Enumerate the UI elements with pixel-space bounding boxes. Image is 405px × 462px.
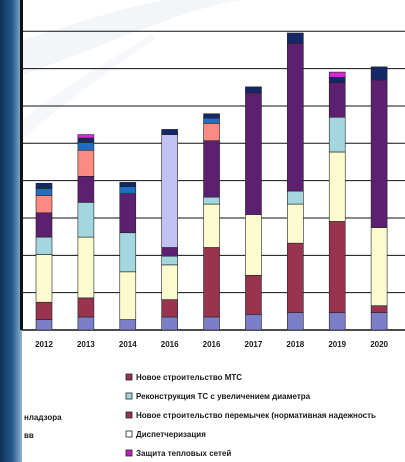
bar-segment-s2-4	[203, 247, 220, 318]
slide-edge-decoration	[0, 0, 22, 462]
legend-swatch-2	[125, 411, 133, 419]
legend-swatch-4	[125, 449, 133, 457]
bar-segment-s3-5	[245, 214, 262, 276]
bar-segment-s4-3	[161, 255, 178, 266]
bar-segment-s2-6	[287, 242, 304, 313]
bar-segment-s3-2	[119, 271, 137, 320]
x-tick-label-6: 2018	[286, 340, 304, 349]
y-axis-line	[20, 0, 23, 330]
bar-segment-s4-2	[119, 232, 137, 273]
bar-segment-s3-1	[77, 236, 95, 299]
x-tick-label-2: 2014	[119, 340, 137, 349]
bar-segment-s1-3	[161, 316, 178, 331]
bar-segment-s4-0	[35, 236, 53, 255]
bar-segment-s7-1	[77, 142, 95, 151]
bar-segment-s9-8	[370, 66, 388, 81]
legend-swatch-3	[125, 430, 133, 438]
bar-segment-s5-2	[119, 193, 137, 234]
bar-segment-s8-3	[161, 134, 178, 248]
bar-segment-s2-0	[35, 301, 53, 320]
bar-segment-s9-0	[35, 182, 53, 189]
legend-swatch-0	[125, 373, 133, 381]
bar-segment-s5-5	[245, 92, 262, 215]
bar-segment-s2-1	[77, 297, 95, 318]
bar-segment-s9-5	[245, 86, 262, 94]
bar-segment-s1-7	[328, 312, 346, 331]
bar-segment-s10-7	[328, 71, 346, 78]
bar-segment-s7-2	[119, 186, 137, 194]
bar-segment-s4-7	[328, 116, 346, 153]
bar-segment-s3-4	[203, 203, 220, 248]
bar-segment-s6-1	[77, 149, 95, 177]
legend-label-0: Новое строительство МТС	[136, 373, 242, 382]
x-tick-label-4: 2016	[203, 340, 221, 349]
plot-area: 2012 2013 2014 2016 2016 2017 2018 2019 2020	[20, 0, 405, 349]
bar-segment-s3-6	[287, 203, 304, 244]
bar-segment-s2-7	[328, 221, 346, 313]
bar-segment-s5-3	[161, 247, 178, 257]
bar-segment-s4-1	[77, 202, 95, 238]
bar-segment-s4-4	[203, 196, 220, 205]
bars	[35, 32, 388, 331]
bar-segment-s3-3	[161, 264, 178, 300]
bar-segment-s2-3	[161, 299, 178, 318]
x-tick-label-1: 2013	[77, 340, 95, 349]
bar-segment-s9-7	[328, 76, 346, 83]
legend-label-4: Защита тепловых сетей	[136, 449, 231, 458]
legend-swatch-1	[125, 392, 133, 400]
bar-segment-s4-6	[287, 190, 304, 205]
bar-segment-s5-1	[77, 175, 95, 203]
bar-segment-s5-0	[35, 212, 53, 238]
cut-off-left-labels: нладзора вв	[24, 413, 62, 440]
legend-label-2: Новое строительство перемычек (нормативн…	[136, 411, 376, 420]
bar-segment-s5-6	[287, 43, 304, 192]
bar-segment-s5-8	[370, 79, 388, 228]
bar-segment-s10-1	[77, 134, 95, 139]
bar-segment-s9-4	[203, 113, 220, 119]
x-tick-label-8: 2020	[370, 340, 388, 349]
x-tick-label-5: 2017	[245, 340, 263, 349]
x-tick-label-0: 2012	[35, 340, 53, 349]
bar-segment-s6-4	[203, 123, 220, 141]
legend: Новое строительство МТС Реконструкция ТС …	[125, 373, 376, 458]
left-label-0: нладзора	[24, 413, 62, 422]
bar-segment-s5-4	[203, 140, 220, 198]
x-tick-label-7: 2019	[328, 340, 346, 349]
x-tick-labels: 2012 2013 2014 2016 2016 2017 2018 2019 2020	[35, 340, 388, 349]
bar-segment-s1-2	[119, 319, 137, 331]
legend-label-1: Реконструкция ТС с увеличением диаметра	[136, 392, 311, 401]
bar-segment-s2-5	[245, 274, 262, 315]
bar-segment-s9-3	[161, 129, 178, 135]
bar-segment-s2-8	[370, 305, 388, 313]
legend-label-3: Диспетчеризация	[136, 430, 206, 439]
bar-segment-s3-8	[370, 227, 388, 306]
bar-segment-s1-1	[77, 316, 95, 331]
bar-segment-s5-7	[328, 82, 346, 118]
bar-segment-s9-2	[119, 182, 137, 188]
bar-segment-s7-4	[203, 117, 220, 124]
watermark-swoosh-lower	[22, 35, 156, 140]
x-tick-label-3: 2016	[161, 340, 179, 349]
bar-segment-s9-6	[287, 32, 304, 44]
bar-segment-s1-0	[35, 319, 53, 331]
bar-segment-s3-7	[328, 151, 346, 222]
bar-segment-s3-0	[35, 254, 53, 303]
bar-segment-s1-6	[287, 312, 304, 331]
bar-segment-s1-8	[370, 312, 388, 331]
bar-segment-s1-4	[203, 316, 220, 331]
bar-segment-s6-0	[35, 195, 53, 214]
bar-segment-s9-1	[77, 137, 95, 143]
left-label-1: вв	[24, 431, 34, 440]
bar-segment-s1-5	[245, 314, 262, 331]
watermark-swoosh	[22, 0, 240, 75]
bar-segment-s7-0	[35, 188, 53, 196]
